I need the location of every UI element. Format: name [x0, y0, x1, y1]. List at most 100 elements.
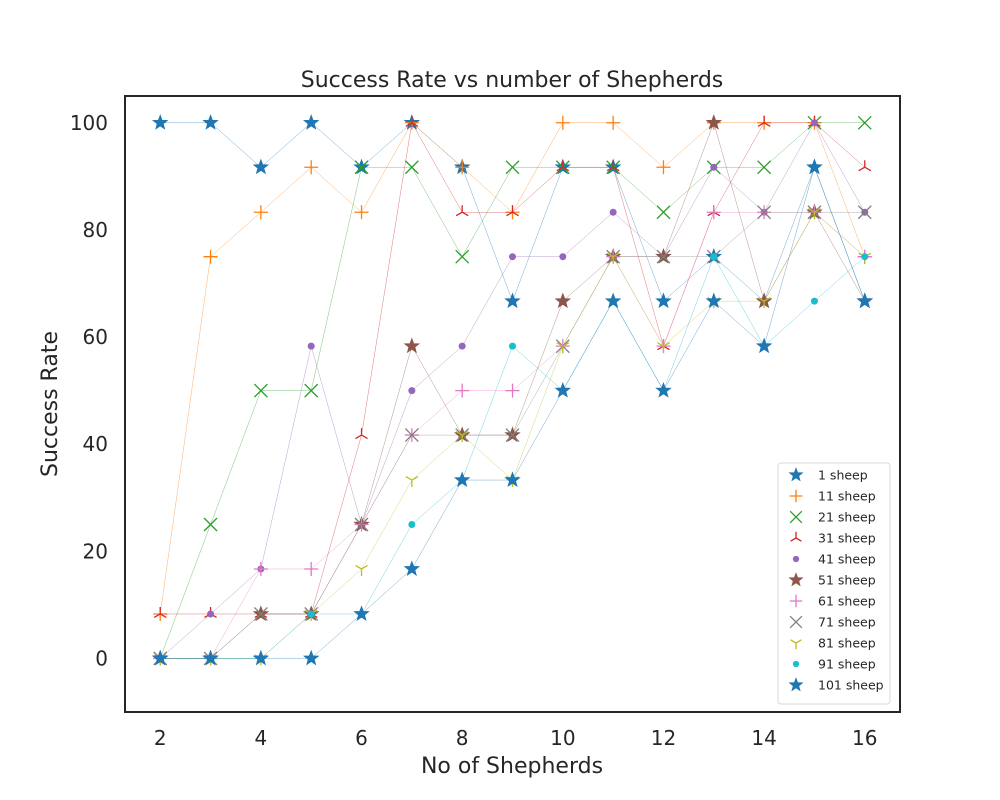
series-11: [152, 158, 873, 666]
legend-marker: [790, 531, 802, 542]
y-tick-label: 60: [83, 325, 108, 349]
legend-marker: [792, 660, 800, 668]
data-point: [202, 114, 219, 130]
data-point: [556, 342, 570, 354]
data-point: [710, 163, 718, 171]
x-tick-label: 6: [355, 726, 368, 750]
legend-marker: [789, 615, 803, 629]
data-point: [808, 208, 821, 220]
legend-entry: 1 sheep: [788, 467, 868, 483]
x-axis: 2 4 6 8 10 12 14 16: [154, 726, 878, 750]
data-point: [302, 649, 320, 666]
data-point: [554, 292, 572, 309]
data-point: [606, 115, 621, 130]
data-point: [253, 205, 268, 220]
data-point: [408, 387, 416, 395]
y-axis-label: Success Rate: [38, 331, 63, 477]
data-point: [810, 297, 818, 305]
y-tick-label: 100: [70, 111, 108, 135]
legend-label: 11 sheep: [818, 489, 876, 504]
legend-marker: [792, 555, 800, 563]
data-point: [706, 205, 721, 220]
y-axis: 0 20 40 60 80 100: [70, 111, 108, 671]
data-point: [304, 561, 319, 576]
axes-frame: [124, 95, 901, 713]
data-point: [153, 606, 167, 619]
plot-area: [152, 114, 873, 666]
data-point: [207, 610, 215, 618]
x-tick-label: 8: [456, 726, 469, 750]
legend-marker: [789, 489, 803, 503]
data-point: [655, 381, 672, 398]
legend-entry: 71 sheep: [789, 615, 876, 630]
data-point: [403, 560, 421, 576]
data-point: [505, 160, 520, 175]
data-point: [304, 383, 319, 398]
data-point: [861, 253, 869, 261]
data-point: [757, 205, 772, 220]
data-point: [656, 249, 671, 264]
data-point: [404, 160, 419, 175]
legend-entry: 21 sheep: [789, 510, 876, 525]
data-point: [757, 115, 771, 127]
data-point: [405, 115, 419, 127]
data-point: [505, 383, 520, 398]
data-point: [755, 337, 773, 354]
legend-label: 51 sheep: [818, 573, 876, 588]
data-point: [810, 119, 818, 127]
data-point: [656, 160, 671, 175]
x-tick-label: 2: [154, 726, 167, 750]
data-point: [354, 205, 369, 220]
data-point: [858, 160, 872, 172]
legend-marker: [788, 467, 804, 482]
legend-marker: [788, 677, 804, 692]
legend-entry: 11 sheep: [789, 489, 876, 504]
data-point: [656, 205, 671, 220]
data-point: [857, 205, 872, 220]
data-point: [203, 517, 218, 532]
data-point: [509, 253, 516, 261]
data-point: [307, 610, 315, 618]
data-point: [453, 471, 471, 488]
data-point: [304, 160, 319, 175]
legend-entry: 91 sheep: [792, 657, 876, 672]
data-point: [606, 160, 620, 172]
data-point: [657, 342, 670, 354]
data-point: [403, 337, 421, 354]
y-tick-label: 80: [83, 218, 108, 242]
data-point: [655, 292, 672, 309]
legend-marker: [789, 594, 803, 608]
data-point: [455, 249, 470, 264]
legend-entry: 31 sheep: [790, 531, 876, 546]
x-tick-label: 14: [751, 726, 776, 750]
data-point: [202, 649, 219, 666]
data-point: [705, 114, 723, 130]
data-point: [757, 160, 772, 175]
data-point: [253, 383, 268, 398]
legend-entry: 51 sheep: [788, 572, 876, 588]
data-point: [404, 428, 419, 443]
data-point: [856, 292, 873, 309]
data-point: [609, 208, 617, 216]
data-point: [606, 252, 620, 264]
data-point: [604, 292, 622, 309]
legend-label: 101 sheep: [818, 678, 884, 693]
data-point: [455, 383, 470, 398]
legend-label: 31 sheep: [818, 531, 876, 546]
data-point: [710, 253, 718, 261]
data-point: [555, 115, 570, 130]
data-point: [559, 253, 567, 261]
data-point: [504, 471, 521, 488]
data-point: [506, 205, 519, 217]
data-point: [354, 517, 369, 532]
legend-entry: 81 sheep: [790, 636, 876, 651]
data-point: [355, 428, 368, 440]
legend-entry: 101 sheep: [788, 677, 884, 693]
y-tick-label: 20: [83, 539, 108, 563]
legend-label: 71 sheep: [818, 615, 876, 630]
data-point: [806, 158, 823, 175]
data-point: [152, 649, 169, 666]
data-point: [355, 564, 368, 576]
data-point: [252, 649, 270, 666]
data-point: [253, 561, 268, 576]
